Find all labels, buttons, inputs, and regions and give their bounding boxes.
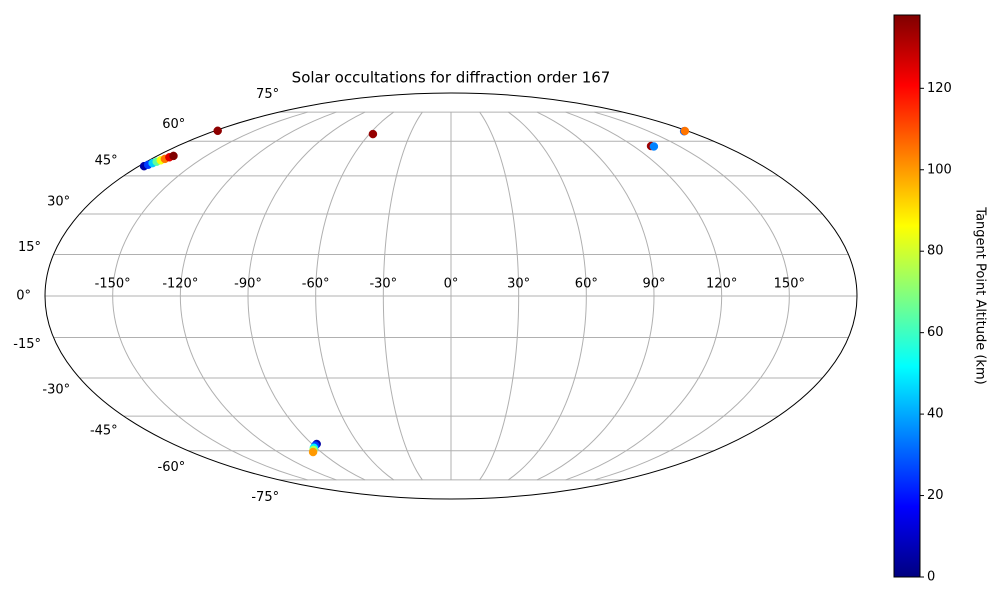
x-tick-label: 60°: [575, 277, 598, 292]
x-tick-label: -60°: [302, 277, 330, 292]
grid-line: [565, 111, 723, 481]
colorbar: [893, 14, 921, 578]
colorbar-tick-label: 60: [927, 325, 944, 340]
y-tick-label: -45°: [90, 424, 118, 439]
data-point: [649, 142, 659, 151]
grid-line: [382, 111, 423, 481]
y-tick-label: 45°: [95, 153, 118, 168]
data-point: [368, 129, 378, 139]
x-tick-label: -120°: [162, 277, 198, 292]
x-tick-label: 150°: [774, 277, 805, 292]
y-tick-label: -30°: [42, 382, 70, 397]
grid-line: [507, 111, 587, 481]
x-tick-label: -30°: [369, 277, 397, 292]
y-tick-label: 60°: [162, 117, 185, 132]
y-tick-label: 30°: [47, 195, 70, 210]
grid-line: [315, 111, 395, 481]
map-boundary: [44, 92, 858, 500]
x-tick-label: 30°: [507, 277, 530, 292]
grid-line: [479, 111, 520, 481]
data-point: [680, 126, 690, 136]
data-point: [308, 447, 318, 457]
colorbar-tick-label: 40: [927, 407, 944, 422]
colorbar-tick-label: 20: [927, 488, 944, 503]
grid-line: [247, 111, 366, 481]
colorbar-tick-label: 120: [927, 81, 952, 96]
x-tick-label: -150°: [95, 277, 131, 292]
y-tick-label: 15°: [18, 240, 41, 255]
grid-line: [179, 111, 337, 481]
y-tick-label: 75°: [256, 87, 279, 102]
grid-line: [112, 111, 308, 481]
x-tick-label: 120°: [706, 277, 737, 292]
x-tick-label: -90°: [234, 277, 262, 292]
data-point: [169, 151, 178, 161]
colorbar-label: Tangent Point Altitude (km): [973, 206, 988, 384]
grid-line: [536, 111, 655, 481]
y-tick-label: -75°: [251, 490, 279, 505]
chart-title: Solar occultations for diffraction order…: [292, 69, 611, 87]
x-tick-label: 90°: [642, 277, 665, 292]
x-tick-label: 0°: [444, 277, 459, 292]
colorbar-tick-label: 100: [927, 162, 952, 177]
y-tick-label: 0°: [16, 289, 31, 304]
colorbar-tick-label: 80: [927, 244, 944, 259]
grid-line: [594, 111, 790, 481]
data-point: [213, 126, 222, 136]
y-tick-label: -60°: [158, 460, 186, 475]
y-tick-label: -15°: [13, 337, 41, 352]
colorbar-tick-label: 0: [927, 570, 935, 585]
